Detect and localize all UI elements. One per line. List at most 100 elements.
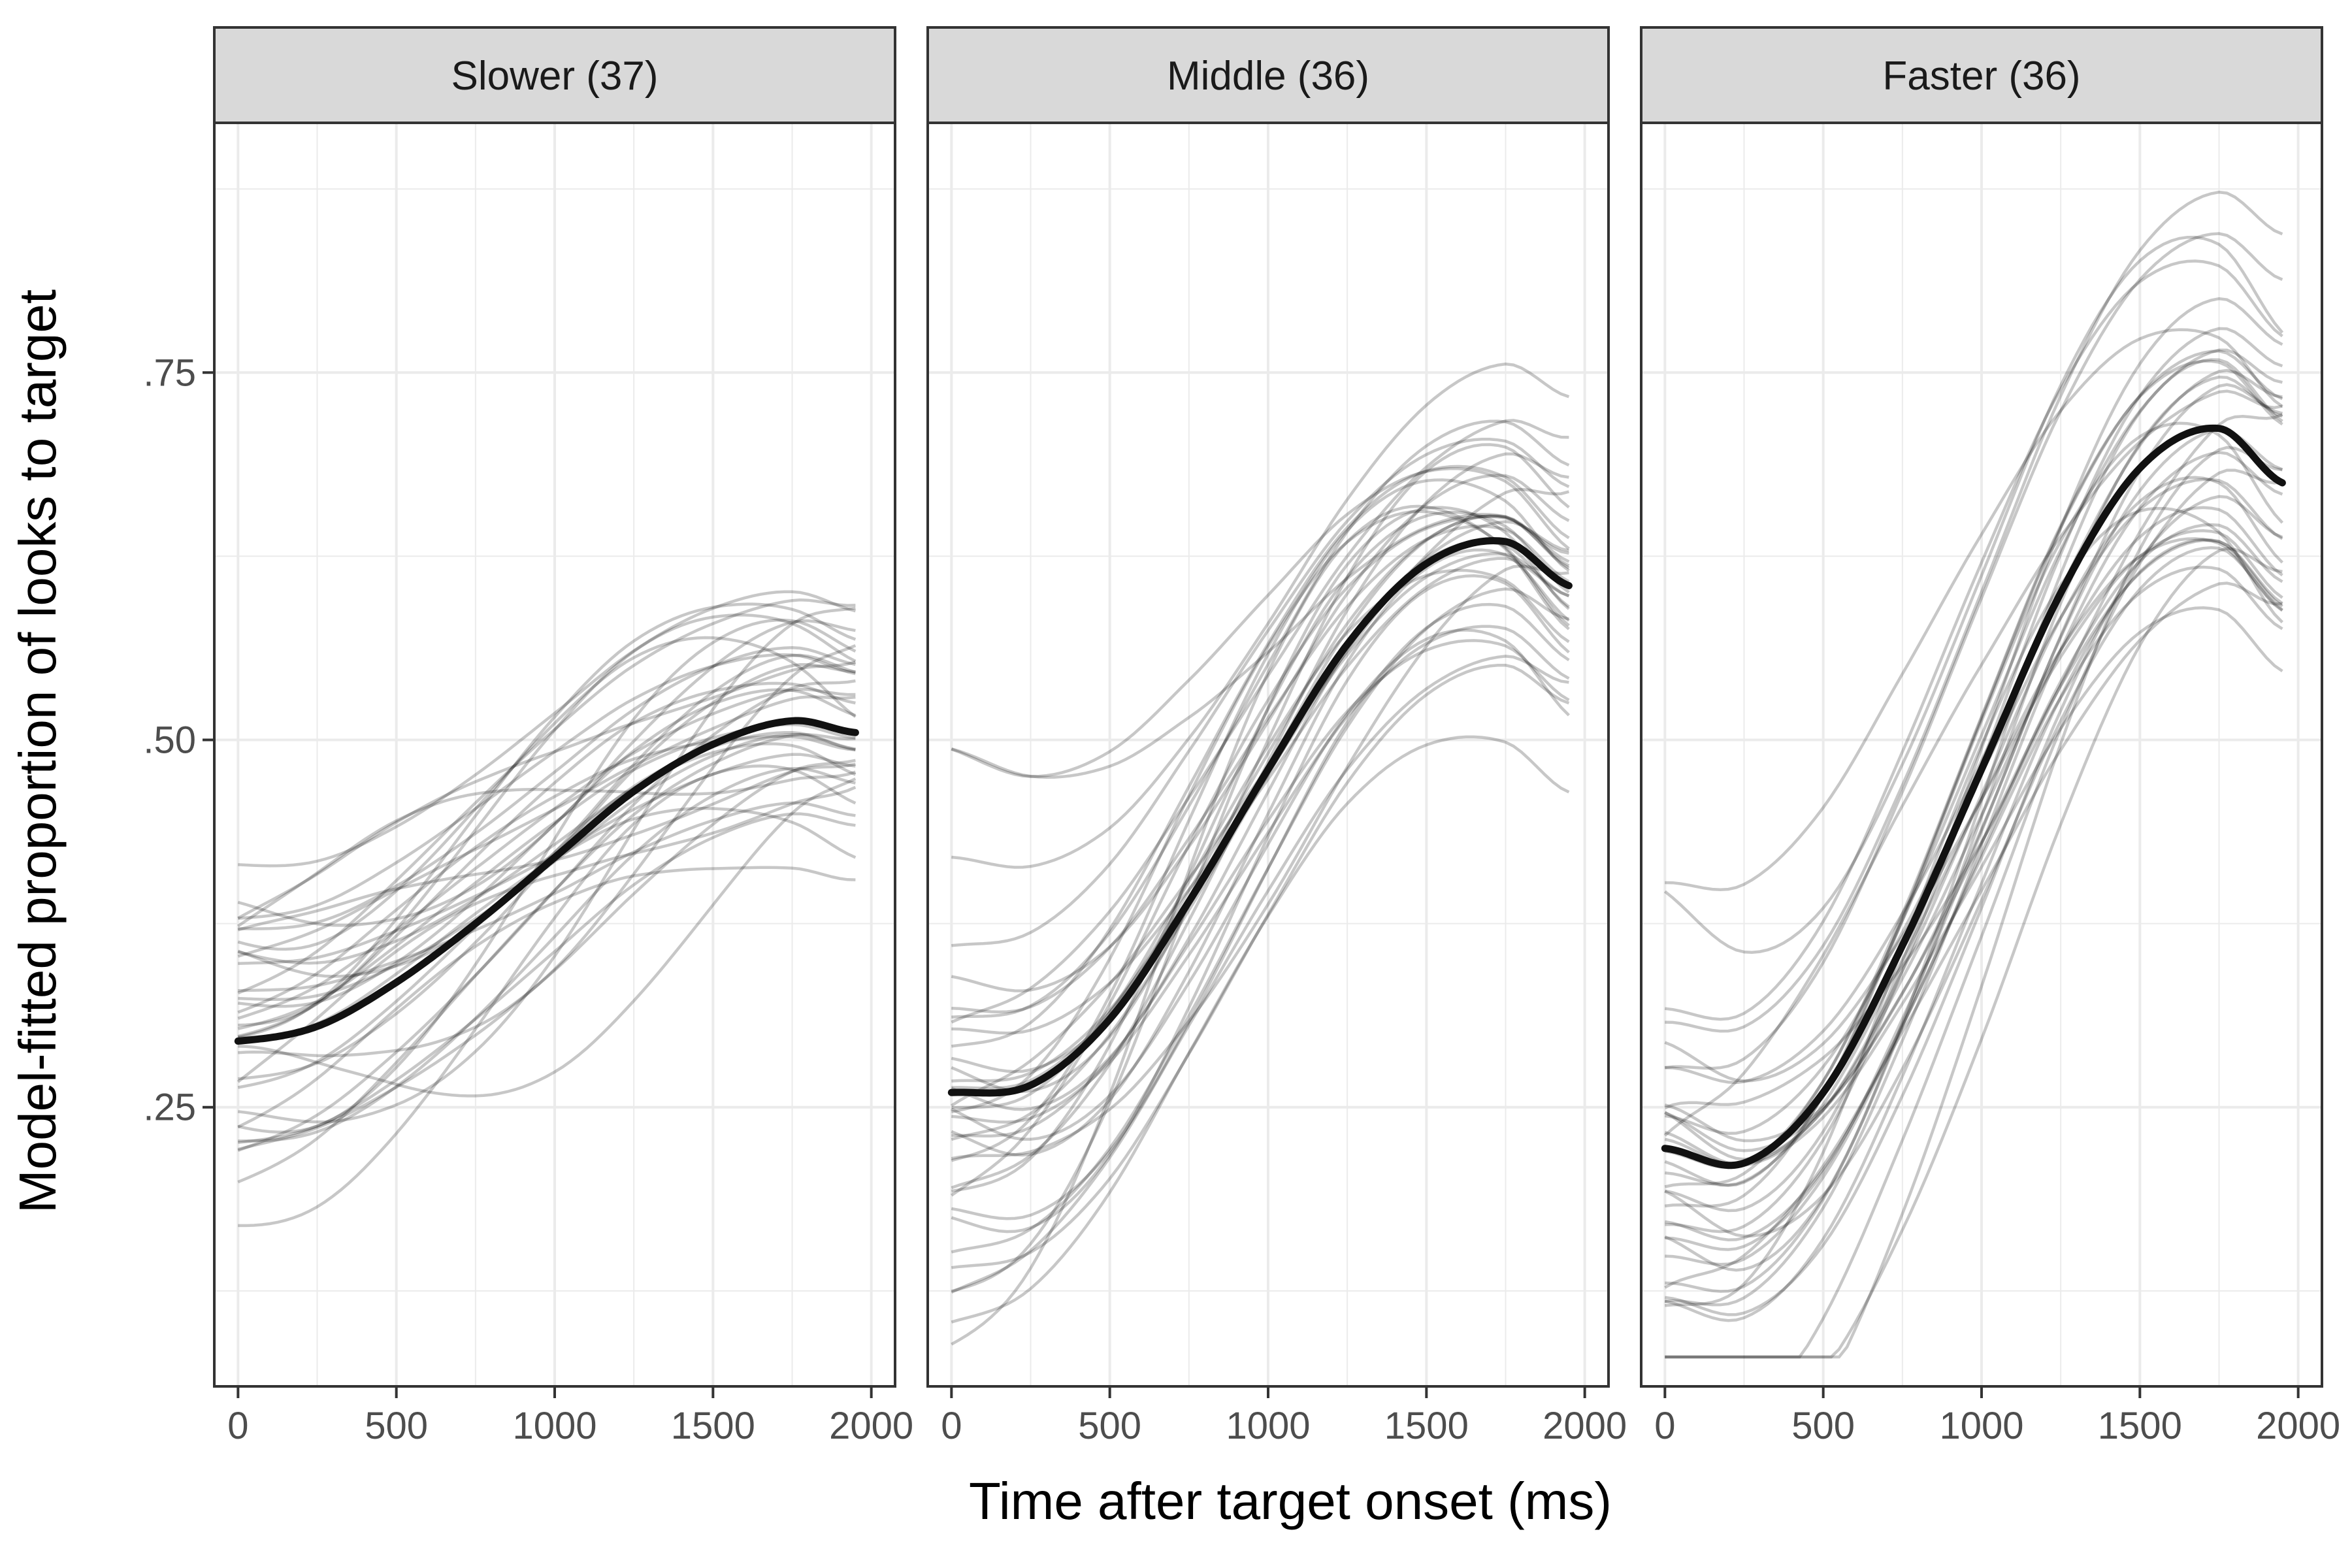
individual-curve (237, 770, 857, 928)
individual-curve (237, 602, 857, 1039)
x-tick-label: 2000 (2256, 1405, 2340, 1447)
facet-strip (926, 26, 1610, 124)
individual-curve (238, 777, 857, 1098)
x-tick-label: 0 (227, 1405, 248, 1447)
individual-curve (1664, 546, 2283, 1238)
individual-curve (951, 639, 1570, 1137)
individual-curve (1664, 421, 2284, 1187)
x-tick-label: 500 (1078, 1405, 1141, 1447)
individual-curve (1665, 547, 2283, 1359)
individual-curve (951, 506, 1570, 1293)
individual-curve (1663, 389, 2283, 1137)
individual-curve (1664, 581, 2283, 1289)
mean-curve (947, 537, 1573, 1097)
x-tick-label: 1000 (512, 1405, 596, 1447)
x-tick-label: 1000 (1939, 1405, 2023, 1447)
individual-curve (237, 598, 856, 994)
individual-curve (238, 644, 857, 1058)
individual-curve (1665, 328, 2283, 892)
x-tick-label: 1500 (2098, 1405, 2182, 1447)
individual-curve (951, 548, 1570, 1157)
individual-curve (951, 587, 1569, 1254)
x-tick-label: 1000 (1226, 1405, 1310, 1447)
facet-strip (1640, 26, 2323, 124)
individual-curve (951, 625, 1570, 1124)
individual-curve (951, 574, 1570, 1233)
individual-curve (237, 619, 856, 927)
individual-curve (1665, 232, 2283, 1070)
individual-curve (238, 613, 857, 1027)
facet-panel-1: Slower (37) 0 500 1000 1500 2000 .25 .50 .75 (143, 26, 913, 1447)
individual-curve (951, 443, 1570, 1094)
individual-curve (951, 557, 1570, 1035)
individual-curve (1665, 190, 2283, 1033)
individual-curve (237, 866, 856, 1129)
individual-curve (1664, 358, 2283, 1272)
x-tick-label: 500 (1791, 1405, 1855, 1447)
individual-curve (1664, 413, 2283, 1109)
individual-curve (951, 419, 1570, 1019)
individual-curve (951, 514, 1570, 1090)
facets: Slower (37) 0 500 1000 1500 2000 .25 .50 .75 Midd… (143, 26, 2340, 1447)
individual-curve (951, 474, 1570, 992)
individual-curve (238, 766, 856, 1143)
individual-curve (237, 733, 856, 1184)
individual-curve (951, 465, 1570, 1048)
individual-curve (1665, 537, 2283, 1187)
x-tick-label: 0 (1654, 1405, 1675, 1447)
individual-curve (238, 688, 857, 1008)
facet-panel-3: Faster (36) 0 500 1000 1500 2000 (1640, 26, 2340, 1447)
x-tick-label: 0 (941, 1405, 962, 1447)
individual-curve (951, 515, 1569, 1197)
individual-curve (1663, 235, 2284, 954)
individual-curve (237, 742, 857, 965)
individual-curve (951, 735, 1570, 1324)
individual-curve (951, 504, 1570, 1346)
individual-curve (238, 646, 856, 930)
individual-curve (951, 525, 1570, 1014)
individual-curve (237, 661, 856, 920)
mean-curve (234, 717, 859, 1045)
y-axis-title: Model-fitted proportion of looks to targ… (8, 289, 67, 1213)
individual-curve (238, 812, 856, 1145)
individual-curve (238, 801, 856, 992)
individual-curve (1665, 368, 2283, 1085)
y-tick-label: .25 (143, 1086, 196, 1129)
individual-curve (1665, 468, 2283, 1359)
individual-curve (238, 653, 856, 920)
individual-curve (1665, 428, 2283, 1251)
individual-curve (237, 734, 856, 1014)
individual-curve (951, 663, 1570, 1269)
individual-curve (1665, 350, 2283, 1208)
x-axis-title: Time after target onset (ms) (969, 1472, 1612, 1530)
individual-curve (237, 695, 856, 958)
individual-curve (1665, 565, 2283, 1266)
individual-curve (1664, 495, 2283, 1316)
individual-curve (951, 510, 1570, 1193)
individual-curve (951, 602, 1570, 1220)
facet-strip (213, 26, 896, 124)
individual-curve (951, 655, 1569, 1294)
individual-curve (951, 512, 1570, 779)
y-tick-label: .75 (143, 351, 196, 394)
individual-curve (237, 681, 856, 1038)
individual-curve (951, 478, 1570, 1162)
x-tick-label: 1500 (671, 1405, 755, 1447)
individual-curve (1664, 523, 2283, 1241)
individual-curve (951, 629, 1570, 1141)
individual-curve (1664, 383, 2283, 1143)
individual-curve (951, 438, 1570, 947)
individual-curve (1664, 606, 2283, 1168)
individual-curve (237, 618, 857, 1134)
facet-label: Middle (36) (1167, 54, 1369, 99)
individual-curve (951, 362, 1570, 869)
individual-curve (951, 466, 1570, 778)
mean-curve (1661, 424, 2286, 1169)
individual-curve (1664, 506, 2283, 1166)
facet-label: Slower (37) (451, 54, 659, 99)
individual-curve (1664, 297, 2283, 1213)
individual-curve (237, 636, 857, 951)
individual-curve (238, 590, 856, 868)
individual-curve (1665, 446, 2283, 1359)
x-tick-label: 2000 (829, 1405, 913, 1447)
